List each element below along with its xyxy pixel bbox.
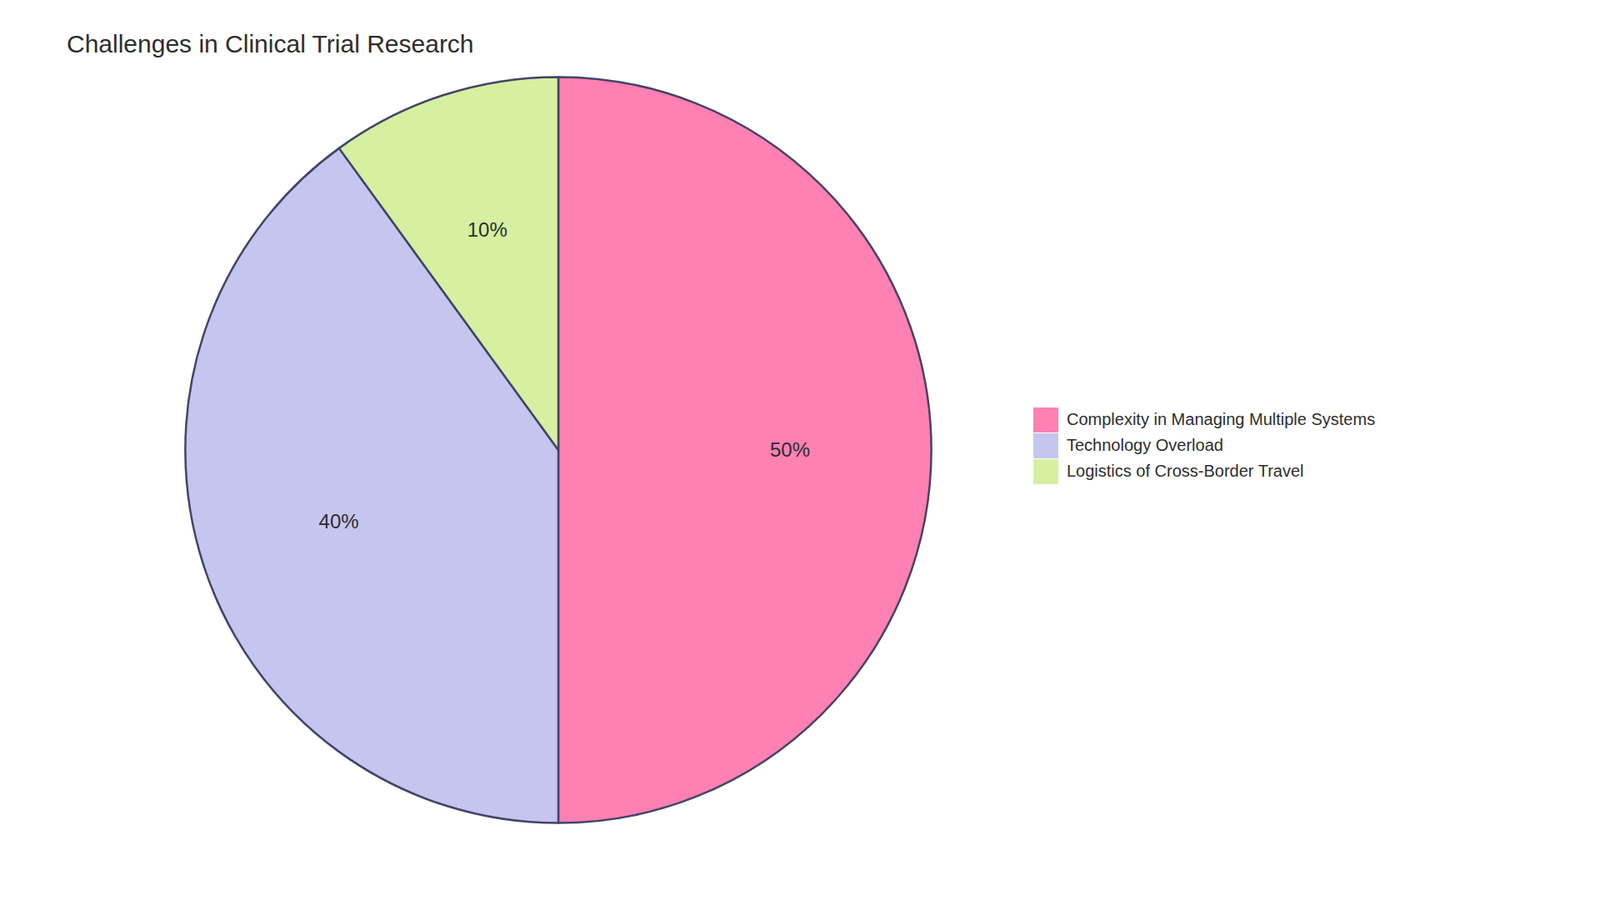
html-text:Complexity in Managing Multipl: Complexity in Managing Multiple Systems bbox=[1066, 410, 1376, 429]
html-text:Logistics of Cross-Border Trav: Logistics of Cross-Border Travel bbox=[1066, 461, 1304, 480]
svg-text:40%: 40% bbox=[319, 510, 360, 533]
svg-text:50%: 50% bbox=[770, 438, 810, 461]
svg-text:10%: 10% bbox=[467, 218, 508, 241]
html-text:Technology Overload: Technology Overload bbox=[1066, 435, 1224, 455]
html-text:Challenges in Clinical Trial R: Challenges in Clinical Trial Research bbox=[66, 30, 474, 58]
